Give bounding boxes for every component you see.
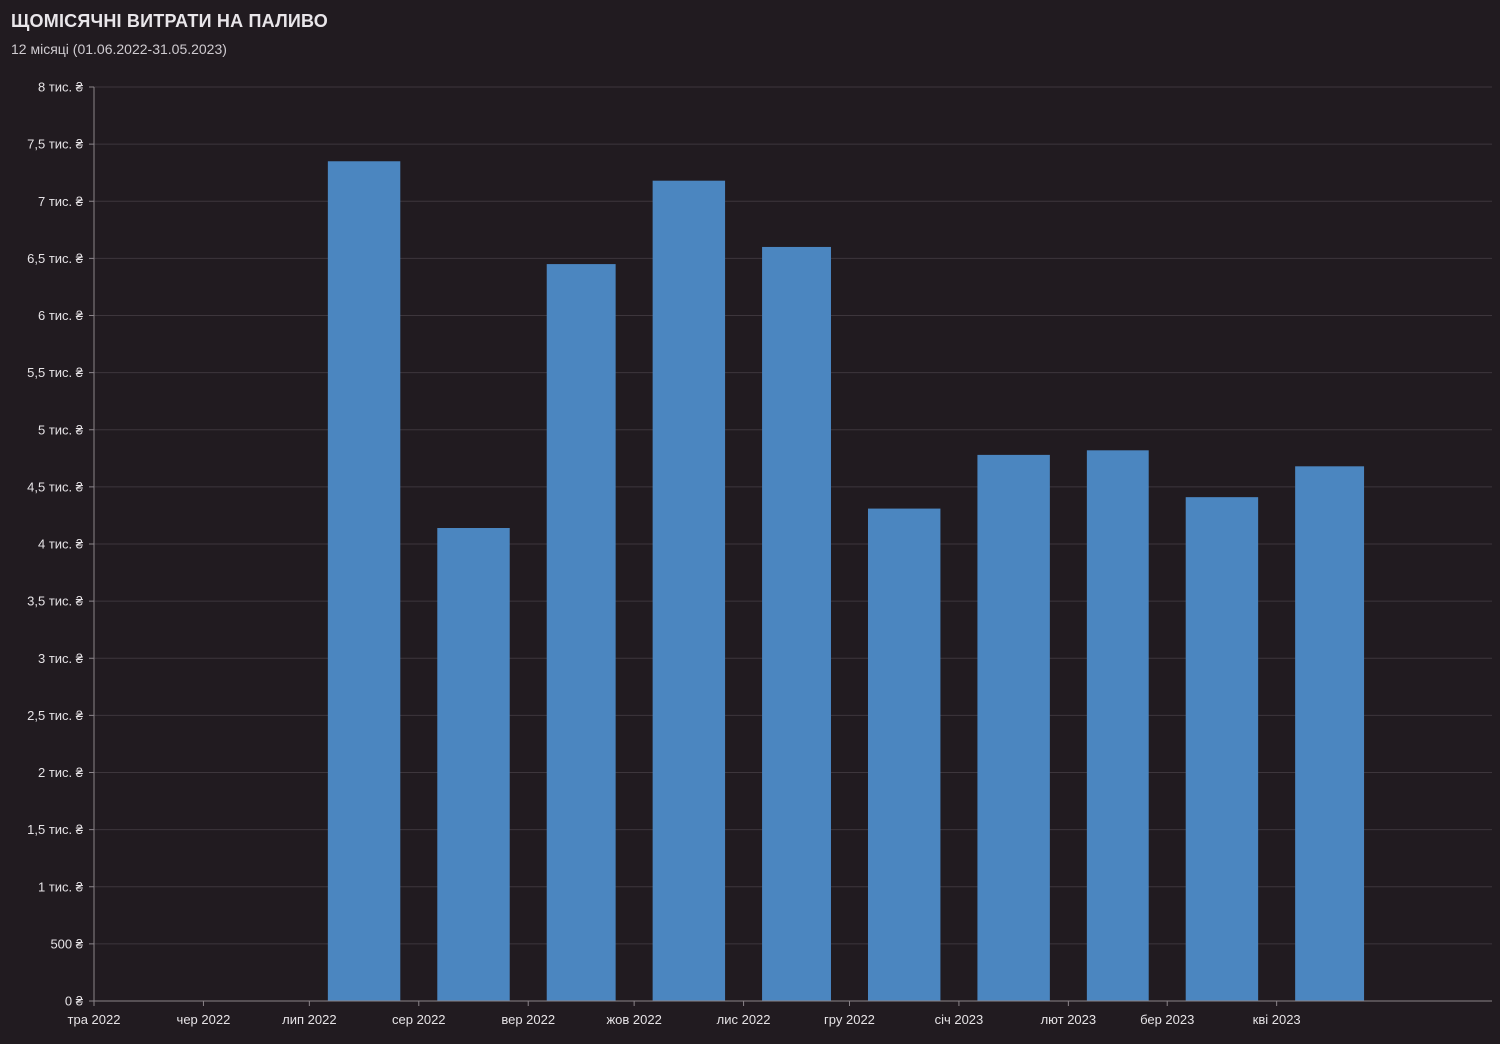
x-tick-label: жов 2022 [606,1012,661,1027]
x-tick-label: тра 2022 [68,1012,121,1027]
y-tick-label: 2,5 тис. ₴ [27,708,84,723]
y-tick-label: 8 тис. ₴ [38,80,84,95]
y-tick-label: 7,5 тис. ₴ [27,137,84,152]
y-tick-label: 7 тис. ₴ [38,194,84,209]
bar-2022-10[interactable] [652,180,726,1001]
x-tick-label: чер 2022 [177,1012,231,1027]
y-tick-label: 500 ₴ [50,936,83,951]
x-tick-label: гру 2022 [824,1012,875,1027]
x-tick-label: вер 2022 [501,1012,555,1027]
y-tick-label: 6 тис. ₴ [38,308,84,323]
y-tick-label: 5 тис. ₴ [38,422,84,437]
x-tick-label: бер 2023 [1140,1012,1194,1027]
y-tick-label: 1 тис. ₴ [38,879,84,894]
bar-2022-07[interactable] [327,161,401,1001]
x-axis-labels: тра 2022 чер 2022 лип 2022 сер 2022 вер 2022… [68,1012,1301,1027]
y-tick-label: 3,5 тис. ₴ [27,594,84,609]
bar-2022-11[interactable] [762,246,831,1001]
x-tick-label: січ 2023 [935,1012,984,1027]
x-tick-label: лип 2022 [282,1012,336,1027]
y-tick-label: 6,5 тис. ₴ [27,251,84,266]
bar-2022-09[interactable] [546,264,616,1001]
y-tick-label: 2 тис. ₴ [38,765,84,780]
axes [89,86,1492,1006]
bar-2023-01[interactable] [977,454,1050,1001]
bar-2023-03[interactable] [1185,497,1259,1001]
bar-2022-08[interactable] [437,528,510,1001]
y-tick-label: 5,5 тис. ₴ [27,365,84,380]
bar-2023-02[interactable] [1086,450,1149,1001]
x-tick-label: сер 2022 [392,1012,446,1027]
y-tick-label: 0 ₴ [65,994,84,1009]
x-tick-label: кві 2023 [1253,1012,1301,1027]
y-tick-label: 4 тис. ₴ [38,537,84,552]
y-tick-label: 1,5 тис. ₴ [27,822,84,837]
chart-title: ЩОМІСЯЧНІ ВИТРАТИ НА ПАЛИВО [11,11,328,31]
x-tick-label: лис 2022 [717,1012,771,1027]
bar-2023-04[interactable] [1295,466,1365,1001]
chart-subtitle: 12 місяці (01.06.2022-31.05.2023) [11,41,227,57]
x-tick-label: лют 2023 [1041,1012,1097,1027]
bars [327,161,1365,1001]
y-tick-label: 4,5 тис. ₴ [27,479,84,494]
bar-2022-12[interactable] [867,508,941,1001]
y-tick-label: 3 тис. ₴ [38,651,84,666]
y-axis-labels: 0 ₴ 500 ₴ 1 тис. ₴ 1,5 тис. ₴ 2 тис. ₴ 2,5 ти… [27,80,84,1009]
